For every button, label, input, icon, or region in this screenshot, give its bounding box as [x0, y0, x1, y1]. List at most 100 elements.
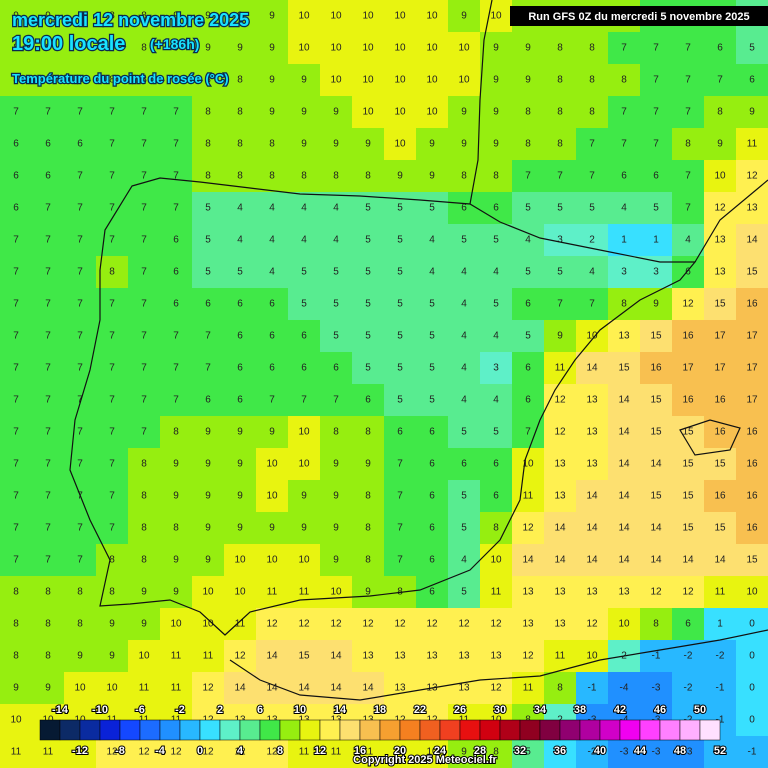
cell [352, 512, 385, 545]
value: 13 [554, 587, 566, 598]
cell [672, 288, 705, 321]
value: 4 [429, 235, 435, 246]
cell [352, 640, 385, 673]
value: 9 [237, 523, 243, 534]
cell [704, 96, 737, 129]
cell [576, 608, 609, 641]
cell [704, 64, 737, 97]
value: 7 [173, 171, 179, 182]
colorbar-box [239, 719, 261, 741]
value: 11 [75, 747, 86, 758]
value: 7 [589, 171, 595, 182]
cell [64, 640, 97, 673]
cell [448, 352, 481, 385]
cell [32, 736, 65, 768]
value: 7 [77, 459, 83, 470]
colorbar-label: -10 [92, 704, 108, 716]
value: 9 [461, 11, 467, 22]
colorbar-label: 44 [634, 745, 647, 757]
cell [192, 416, 225, 449]
cell [160, 96, 193, 129]
value: 9 [205, 427, 211, 438]
value: 5 [525, 331, 531, 342]
cell [128, 128, 161, 161]
value: 13 [618, 331, 630, 342]
cell [448, 32, 481, 65]
value: 8 [13, 651, 19, 662]
cell [256, 320, 289, 353]
cell [288, 160, 321, 193]
value: 8 [173, 523, 179, 534]
cell [224, 512, 257, 545]
cell [544, 640, 577, 673]
cell [736, 448, 768, 481]
colorbar-box [79, 719, 101, 741]
cell [448, 128, 481, 161]
cell [736, 544, 768, 577]
cell [0, 96, 33, 129]
cell [480, 544, 513, 577]
cell [736, 128, 768, 161]
cell [672, 608, 705, 641]
cell [416, 384, 449, 417]
cell [96, 448, 129, 481]
value: 4 [461, 299, 467, 310]
cell [160, 544, 193, 577]
cell [672, 64, 705, 97]
cell [288, 672, 321, 705]
value: 7 [653, 139, 659, 150]
copyright: Copyright 2025 Meteociel.fr [353, 754, 497, 766]
value: 8 [589, 107, 595, 118]
value: 4 [493, 331, 499, 342]
value: 0 [749, 715, 755, 726]
value: 6 [429, 587, 435, 598]
value: 10 [714, 171, 726, 182]
cell [96, 384, 129, 417]
value: 13 [522, 619, 534, 630]
value: 15 [682, 523, 694, 534]
cell [128, 736, 161, 768]
value: 7 [77, 395, 83, 406]
value: 16 [746, 427, 758, 438]
colorbar-label: -14 [52, 704, 69, 716]
cell [96, 0, 129, 33]
value: 6 [301, 331, 307, 342]
value: 12 [138, 747, 150, 758]
value: 16 [714, 395, 726, 406]
cell [288, 576, 321, 609]
value: -2 [684, 651, 693, 662]
value: 9 [77, 651, 83, 662]
value: 15 [298, 651, 310, 662]
cell [320, 32, 353, 65]
colorbar-label: 12 [314, 745, 326, 757]
value: 8 [365, 427, 371, 438]
cell [192, 320, 225, 353]
value: 7 [45, 395, 51, 406]
value: 10 [394, 139, 406, 150]
value: 15 [650, 331, 662, 342]
cell [640, 672, 673, 705]
cell [736, 576, 768, 609]
cell [608, 736, 641, 768]
value: 1 [717, 619, 723, 630]
value: 6 [269, 299, 275, 310]
cell [384, 224, 417, 257]
value: 12 [170, 747, 182, 758]
value: 7 [141, 171, 147, 182]
value: 5 [365, 331, 371, 342]
value: 8 [621, 75, 627, 86]
value: 9 [365, 139, 371, 150]
value: 10 [458, 75, 470, 86]
value: 4 [493, 395, 499, 406]
cell [64, 224, 97, 257]
cell [480, 352, 513, 385]
value: 12 [522, 523, 534, 534]
cell [416, 0, 449, 33]
cell [576, 640, 609, 673]
value: 6 [173, 267, 179, 278]
cell [416, 736, 449, 768]
value: 4 [525, 235, 531, 246]
cell [640, 224, 673, 257]
value: 9 [269, 427, 275, 438]
cell [480, 128, 513, 161]
